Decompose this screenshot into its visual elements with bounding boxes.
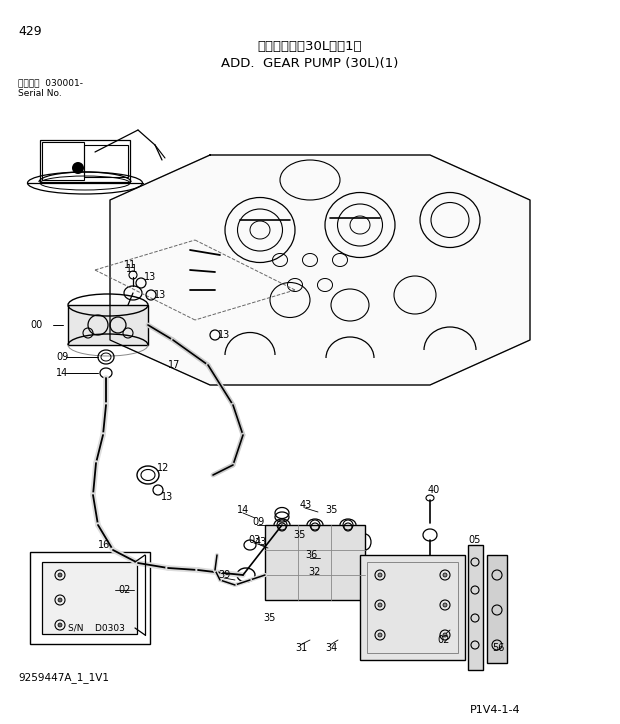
Bar	[367, 562, 458, 653]
Bar	[84, 145, 128, 177]
Text: Serial No.: Serial No.	[18, 88, 62, 98]
Text: 11: 11	[126, 264, 138, 274]
Text: 09: 09	[252, 517, 264, 527]
Text: 39: 39	[218, 570, 230, 580]
Text: 9259447A_1_1V1: 9259447A_1_1V1	[18, 673, 109, 683]
Text: 40: 40	[428, 485, 440, 495]
Bar	[360, 555, 465, 660]
Circle shape	[378, 633, 382, 637]
Text: 14: 14	[56, 368, 68, 378]
Text: 429: 429	[18, 25, 42, 38]
Text: 36: 36	[305, 550, 317, 560]
Text: 11: 11	[124, 260, 136, 270]
Text: 16: 16	[98, 540, 110, 550]
Text: 13: 13	[218, 330, 230, 340]
Text: 31: 31	[295, 643, 308, 653]
Text: 35: 35	[263, 613, 275, 623]
Text: 追加ポンプ（30L）（1）: 追加ポンプ（30L）（1）	[258, 41, 362, 54]
Text: 35: 35	[293, 530, 306, 540]
Bar	[468, 545, 483, 670]
Text: 43: 43	[255, 537, 267, 547]
Bar	[30, 552, 150, 644]
Text: 14: 14	[237, 505, 249, 515]
Text: 02: 02	[437, 635, 450, 645]
Bar	[68, 305, 148, 345]
Text: 34: 34	[325, 643, 337, 653]
Text: 00: 00	[31, 320, 43, 330]
Text: 32: 32	[308, 567, 321, 577]
Circle shape	[58, 598, 62, 602]
Bar	[40, 140, 130, 182]
Text: S/N    D0303: S/N D0303	[68, 623, 125, 633]
Circle shape	[378, 573, 382, 577]
Circle shape	[58, 573, 62, 577]
Circle shape	[58, 623, 62, 627]
Text: 56: 56	[492, 643, 505, 653]
Polygon shape	[110, 155, 530, 385]
Text: 02: 02	[118, 585, 130, 595]
Circle shape	[378, 603, 382, 607]
Text: 13: 13	[161, 492, 173, 502]
Bar	[42, 562, 137, 634]
Text: 17: 17	[168, 360, 180, 370]
Bar	[487, 555, 507, 663]
Bar	[42, 142, 84, 180]
Text: ADD.  GEAR PUMP (30L)(1): ADD. GEAR PUMP (30L)(1)	[221, 56, 399, 70]
Text: 適用号機  030001-: 適用号機 030001-	[18, 78, 83, 88]
Bar	[265, 525, 365, 600]
Text: 13: 13	[154, 290, 166, 300]
Text: 35: 35	[325, 505, 337, 515]
Circle shape	[443, 573, 447, 577]
Text: 43: 43	[300, 500, 312, 510]
Text: 09: 09	[56, 352, 68, 362]
Text: 12: 12	[157, 463, 169, 473]
Circle shape	[72, 162, 84, 174]
Text: P1V4-1-4: P1V4-1-4	[470, 705, 521, 715]
Text: 05: 05	[468, 535, 481, 545]
Circle shape	[443, 633, 447, 637]
Circle shape	[443, 603, 447, 607]
Text: 03: 03	[248, 535, 260, 545]
Text: 13: 13	[144, 272, 156, 282]
